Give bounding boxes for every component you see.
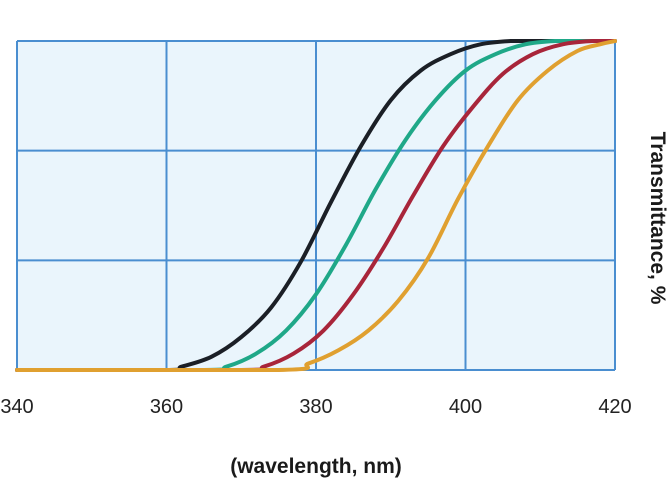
x-tick-label-0: 340 — [0, 396, 33, 418]
series-line-1 — [15, 39, 617, 373]
x-tick-label-2: 380 — [299, 396, 332, 418]
series-line-0 — [15, 39, 617, 373]
x-tick-label-1: 360 — [150, 396, 183, 418]
series-lines — [15, 39, 617, 373]
x-axis-ticks: 340 360 380 400 420 — [0, 396, 631, 418]
y-axis-label: Transmittance, % — [646, 132, 669, 305]
x-tick-label-4: 420 — [598, 396, 631, 418]
x-axis-label: (wavelength, nm) — [230, 455, 402, 478]
x-tick-label-3: 400 — [449, 396, 482, 418]
series-line-3 — [15, 39, 617, 373]
